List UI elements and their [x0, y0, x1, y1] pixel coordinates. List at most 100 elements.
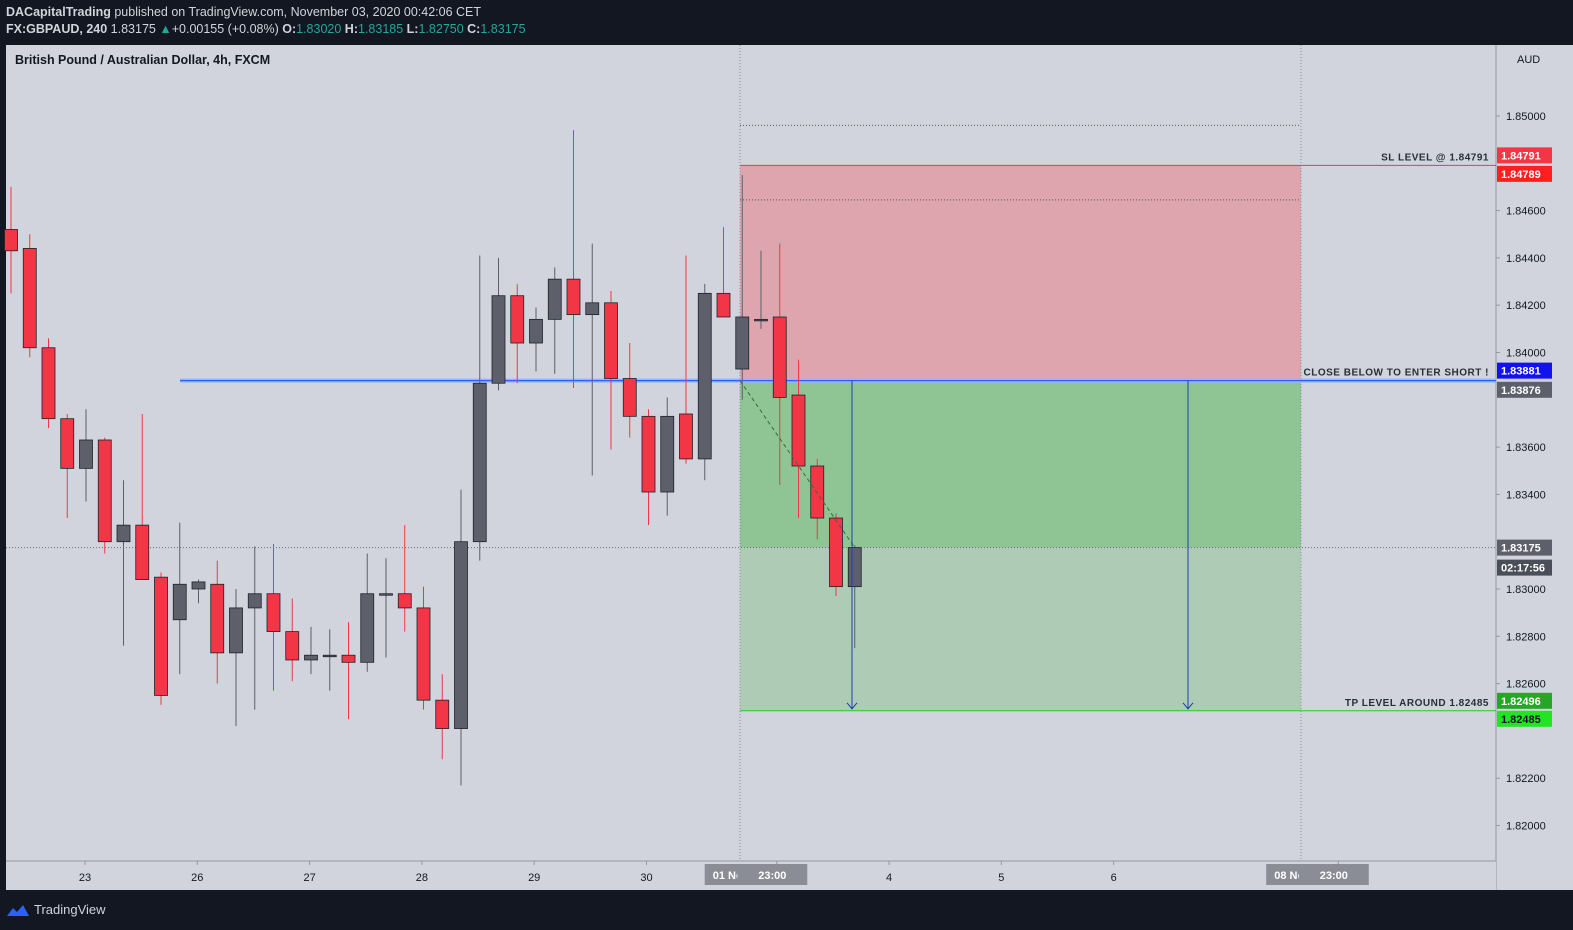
close-value: 1.83175 — [480, 22, 526, 36]
candle-body — [660, 415, 675, 493]
target-zone-remaining — [740, 547, 1301, 711]
candle-body — [416, 607, 431, 701]
price-label-badge — [1497, 147, 1552, 164]
footer-bar: TradingView — [0, 890, 1573, 930]
target-zone-realised — [740, 380, 1301, 548]
x-tick-label: 29 — [528, 872, 540, 884]
tradingview-logo-icon — [7, 904, 29, 916]
candle-body — [435, 699, 450, 729]
candle-body — [360, 593, 375, 663]
candle-body — [116, 524, 131, 543]
price-label: 1.84789 — [1501, 169, 1541, 181]
target-arrowhead-icon — [1182, 702, 1194, 710]
high-value: 1.83185 — [358, 22, 404, 36]
last-price: 1.83175 — [110, 22, 156, 36]
candle-body — [810, 465, 825, 519]
time-highlight-label: 23:00 — [758, 870, 786, 882]
y-tick-label: 1.84600 — [1506, 206, 1546, 218]
y-tick-label: 1.83400 — [1506, 489, 1546, 501]
x-tick-label: 27 — [303, 872, 315, 884]
candle-body — [547, 278, 562, 320]
price-chart[interactable]: SL LEVEL @ 1.84791 CLOSE BELOW TO ENTER S… — [0, 0, 1573, 890]
candle-body — [491, 295, 506, 384]
price-label-badge — [1497, 692, 1552, 709]
chart-title: British Pound / Australian Dollar, 4h, F… — [15, 53, 270, 67]
y-tick-label: 1.82600 — [1506, 679, 1546, 691]
candle-body — [622, 378, 637, 417]
x-tick-label: 26 — [191, 872, 203, 884]
price-change: +0.00155 (+0.08%) — [171, 22, 279, 36]
author-name[interactable]: DACapitalTrading — [6, 5, 111, 19]
price-label-badge — [1497, 559, 1552, 576]
candle-body — [4, 229, 18, 252]
candle-body — [604, 302, 618, 379]
candle-body — [97, 439, 112, 543]
publish-header: DACapitalTrading published on TradingVie… — [0, 0, 1573, 44]
candle-body — [529, 318, 543, 344]
axis-unit: AUD — [1517, 54, 1540, 66]
price-label-badge — [1497, 539, 1552, 556]
y-tick-label: 1.84400 — [1506, 253, 1546, 265]
x-tick-label: 30 — [640, 872, 652, 884]
x-tick-label: 4 — [886, 872, 892, 884]
candle-body — [472, 382, 487, 543]
chart-annotation: SL LEVEL @ 1.84791 — [1381, 152, 1489, 163]
change-arrow-icon: ▲ — [159, 22, 172, 36]
x-tick-label: 6 — [1111, 872, 1117, 884]
y-tick-label: 1.83000 — [1506, 584, 1546, 596]
time-highlight-badge — [737, 864, 808, 885]
symbol-label: FX:GBPAUD, 240 — [6, 22, 108, 36]
candle-body — [247, 593, 262, 609]
open-value: 1.83020 — [296, 22, 342, 36]
target-arrowhead-icon — [846, 702, 858, 710]
x-tick-label: 5 — [998, 872, 1004, 884]
candle-body — [397, 593, 412, 609]
price-label-badge — [1497, 710, 1552, 727]
price-label: 1.83881 — [1501, 366, 1541, 378]
candle-body — [735, 316, 750, 370]
price-label: 1.82485 — [1501, 714, 1541, 726]
candle-body — [266, 593, 281, 632]
price-label: 1.82496 — [1501, 696, 1541, 708]
candle-body — [585, 302, 600, 316]
candle-body — [454, 541, 468, 729]
published-text: published on TradingView.com, November 0… — [114, 5, 482, 19]
price-label: 1.83876 — [1501, 385, 1541, 397]
candle-body — [41, 347, 56, 420]
tradingview-brand[interactable]: TradingView — [6, 902, 106, 917]
candle-body — [210, 583, 225, 654]
price-label-badge — [1497, 165, 1552, 182]
candle-body — [697, 292, 712, 460]
price-axis — [1496, 45, 1573, 890]
y-tick-label: 1.85000 — [1506, 111, 1546, 123]
candle-body — [754, 318, 768, 322]
price-label: 1.83175 — [1501, 543, 1541, 555]
candle-body — [304, 654, 318, 661]
candle-body — [791, 394, 806, 467]
high-label: H: — [344, 22, 358, 36]
candle-body — [829, 517, 843, 588]
candle-body — [172, 583, 187, 621]
candle-body — [641, 415, 656, 493]
candle-body — [341, 654, 356, 663]
y-tick-label: 1.82000 — [1506, 821, 1546, 833]
price-label-badge — [1497, 381, 1552, 398]
candle-body — [566, 278, 581, 316]
candle-body — [191, 581, 206, 590]
price-label: 02:17:56 — [1501, 563, 1545, 575]
time-highlight-badge — [1298, 864, 1369, 885]
candle-body — [847, 547, 862, 588]
candle-body — [679, 413, 693, 460]
candle-body — [60, 418, 75, 469]
y-tick-label: 1.83600 — [1506, 442, 1546, 454]
candle-body — [285, 631, 300, 661]
candle-body — [379, 593, 393, 596]
chart-annotation: TP LEVEL AROUND 1.82485 — [1345, 698, 1489, 709]
candle-body — [79, 439, 93, 469]
low-value: 1.82750 — [418, 22, 464, 36]
candle-body — [772, 316, 787, 398]
open-label: O: — [282, 22, 297, 36]
projection-line — [739, 380, 856, 548]
y-tick-label: 1.82200 — [1506, 773, 1546, 785]
symbol-line: FX:GBPAUD, 240 1.83175 ▲+0.00155 (+0.08%… — [6, 22, 526, 36]
